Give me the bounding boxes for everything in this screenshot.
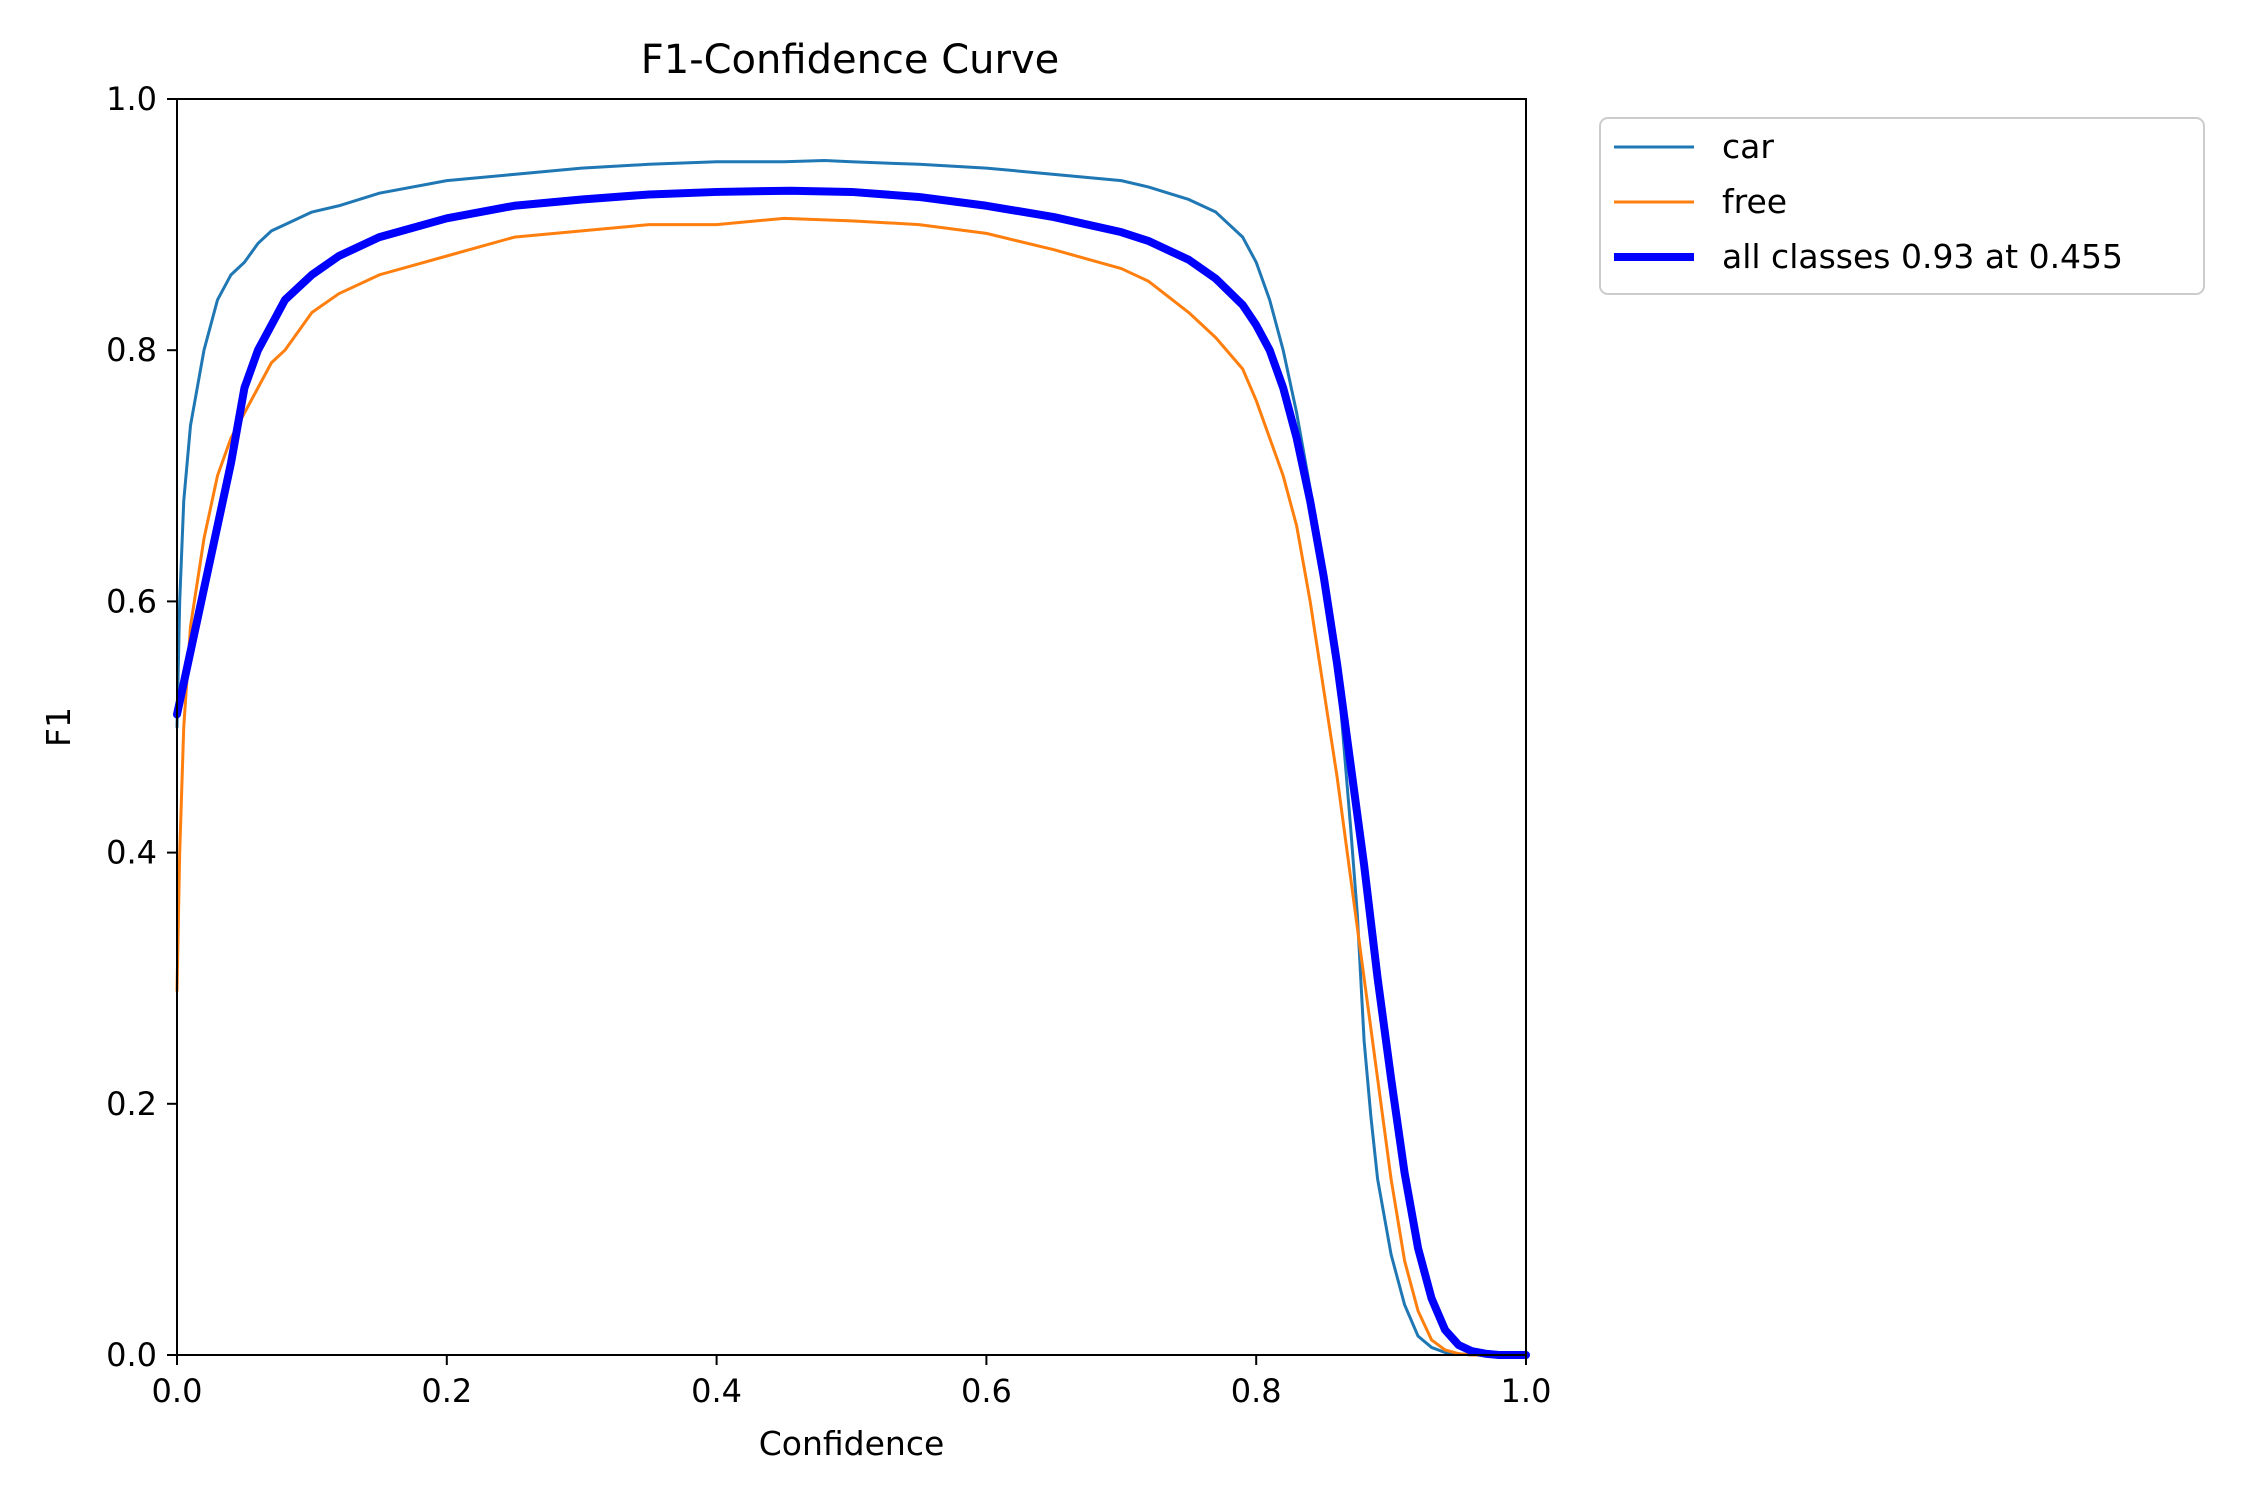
y-axis-label: F1 <box>39 707 78 747</box>
x-tick-label: 1.0 <box>1501 1372 1552 1410</box>
legend-label: free <box>1722 182 1787 221</box>
x-tick-label: 0.2 <box>421 1372 472 1410</box>
y-tick-label: 0.4 <box>106 834 157 872</box>
x-tick-label: 0.8 <box>1231 1372 1282 1410</box>
legend: car free all classes 0.93 at 0.455 <box>1599 117 2205 295</box>
x-tick-label: 0.4 <box>691 1372 742 1410</box>
legend-box <box>1599 117 2205 295</box>
x-axis: 0.0 0.2 0.4 0.6 0.8 1.0 <box>152 1355 1552 1410</box>
x-axis-label: Confidence <box>759 1424 945 1463</box>
plot-background <box>177 99 1526 1355</box>
series-line-1 <box>175 159 1528 1357</box>
series-layer <box>173 159 1530 1359</box>
y-tick-label: 0.0 <box>106 1336 157 1374</box>
x-tick-label: 0.6 <box>961 1372 1012 1410</box>
plot-frame <box>176 98 1527 1356</box>
legend-label: car <box>1722 127 1774 166</box>
y-tick-label: 0.8 <box>106 331 157 369</box>
plot-area <box>173 98 1530 1359</box>
x-tick-label: 0.0 <box>152 1372 203 1410</box>
y-axis: 0.0 0.2 0.4 0.6 0.8 1.0 <box>106 80 177 1374</box>
y-tick-label: 0.2 <box>106 1085 157 1123</box>
legend-label: all classes 0.93 at 0.455 <box>1722 237 2123 276</box>
series-line-3 <box>173 186 1530 1359</box>
y-tick-label: 0.6 <box>106 582 157 620</box>
y-tick-label: 1.0 <box>106 80 157 118</box>
series-line-2 <box>175 216 1528 1357</box>
chart-title: F1-Confidence Curve <box>641 37 1060 83</box>
legend-items: car free all classes 0.93 at 0.455 <box>1614 127 2123 276</box>
